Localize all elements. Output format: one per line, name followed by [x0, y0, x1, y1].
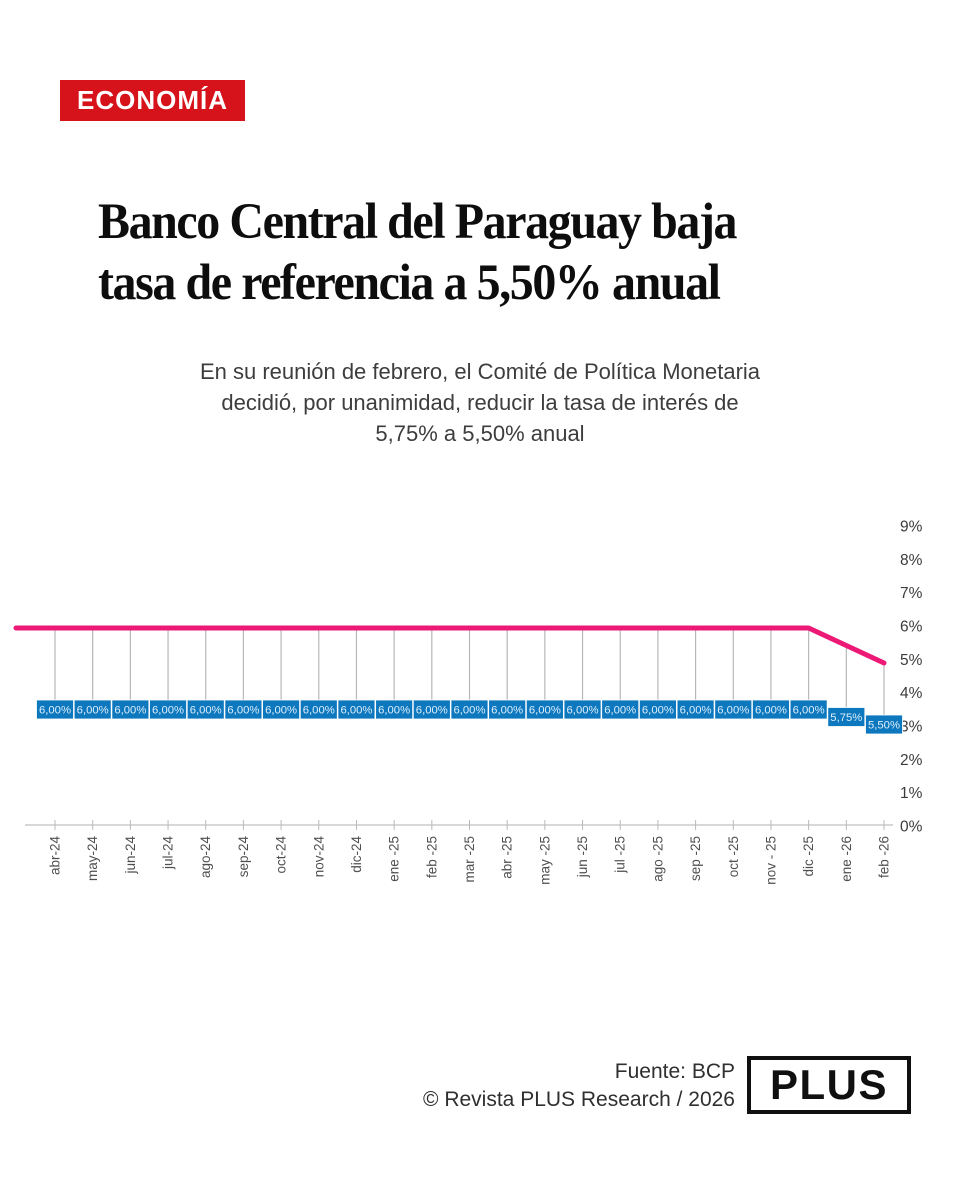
data-label: 6,00% [303, 705, 335, 717]
data-label: 6,00% [77, 705, 109, 717]
data-label: 6,00% [378, 705, 410, 717]
data-label: 5,50% [868, 720, 900, 732]
data-label-box [639, 699, 677, 720]
data-label-box [224, 699, 263, 720]
data-label-box [752, 699, 790, 720]
data-label: 6,00% [227, 705, 259, 717]
y-tick-label: 6% [900, 619, 923, 636]
y-tick-label: 2% [900, 752, 923, 769]
data-label: 6,00% [190, 705, 222, 717]
data-label-box [337, 699, 376, 720]
data-label: 6,00% [604, 705, 636, 717]
data-label-box [714, 699, 753, 720]
subtitle-line1: En su reunión de febrero, el Comité de P… [199, 359, 761, 384]
data-label-box [262, 699, 300, 720]
data-label-box [827, 707, 866, 727]
subtitle-line2: decidió, por unanimidad, reducir la tasa… [221, 390, 739, 415]
x-tick-label: feb -26 [877, 836, 892, 878]
data-label-box [149, 699, 187, 720]
data-label-box [676, 699, 715, 720]
subtitle: En su reunión de febrero, el Comité de P… [0, 356, 960, 449]
data-label-box [412, 699, 451, 720]
x-tick-label: may-24 [85, 836, 100, 882]
data-label-box [601, 699, 640, 720]
headline-line2: tasa de referencia a 5,50% anual [98, 255, 721, 311]
data-label: 6,00% [567, 705, 599, 717]
data-label-box [865, 714, 903, 735]
data-label: 6,00% [793, 705, 825, 717]
data-label-box [299, 699, 338, 720]
x-tick-label: oct -25 [726, 836, 741, 877]
data-label: 5,75% [830, 712, 862, 724]
data-label: 6,00% [642, 705, 674, 717]
chart-area: abr-24 may-24 jun-24 jul-24 ago-24 sep-24 oct-… [0, 490, 960, 930]
y-tick-label: 7% [900, 585, 923, 602]
x-tick-label: mar -25 [462, 836, 477, 883]
data-label-box [450, 699, 489, 720]
y-tick-label: 0% [900, 819, 923, 836]
x-tick-label: may -25 [537, 836, 552, 885]
data-label-box [563, 699, 602, 720]
y-tick-label: 4% [900, 685, 923, 702]
x-tick-label: jun-24 [123, 836, 138, 875]
data-label: 6,00% [265, 705, 297, 717]
category-badge: ECONOMÍA [60, 80, 245, 121]
rate-chart: abr-24 may-24 jun-24 jul-24 ago-24 sep-24 oct-… [13, 519, 923, 885]
x-tick-label: oct-24 [274, 836, 289, 874]
data-label: 6,00% [152, 705, 184, 717]
x-tick-label: jul-24 [161, 836, 176, 871]
rate-line [13, 625, 887, 666]
data-label: 6,00% [491, 705, 523, 717]
x-tick-label: ago-24 [198, 836, 213, 879]
data-label: 6,00% [114, 705, 146, 717]
x-tick-label: abr -25 [500, 836, 515, 879]
data-label-box [36, 699, 74, 720]
x-tick-label: sep -25 [688, 836, 703, 881]
x-tick-label: dic -25 [801, 836, 816, 877]
data-label: 6,00% [39, 705, 71, 717]
data-label: 6,00% [717, 705, 749, 717]
data-label: 6,00% [416, 705, 448, 717]
source-line: Fuente: BCP [614, 1060, 735, 1083]
y-tick-label: 3% [900, 719, 923, 736]
x-tick-label: ene -26 [839, 836, 854, 882]
headline-line1: Banco Central del Paraguay baja [98, 194, 737, 250]
x-tick-label: abr-24 [48, 836, 63, 876]
x-tick-label: ago -25 [650, 836, 665, 882]
headline: Banco Central del Paraguay baja tasa de … [98, 192, 737, 314]
plus-logo: PLUS [747, 1056, 911, 1114]
y-tick-label: 5% [900, 652, 923, 669]
x-tick-label: jul -25 [613, 836, 628, 874]
data-label-box [525, 699, 564, 720]
data-label: 6,00% [529, 705, 561, 717]
y-tick-label: 8% [900, 552, 923, 569]
data-label-box [375, 699, 414, 720]
credits: Fuente: BCP © Revista PLUS Research / 20… [423, 1058, 735, 1114]
data-label: 6,00% [454, 705, 486, 717]
data-label: 6,00% [680, 705, 712, 717]
data-label: 6,00% [340, 705, 372, 717]
data-label-box [488, 699, 527, 720]
x-tick-label: sep-24 [236, 836, 251, 878]
x-tick-label: feb -25 [424, 836, 439, 878]
x-tick-label: nov - 25 [763, 836, 778, 885]
y-tick-label: 9% [900, 519, 923, 536]
x-tick-label: dic-24 [349, 836, 364, 873]
data-label: 6,00% [755, 705, 787, 717]
data-label-box [111, 699, 150, 720]
y-tick-label: 1% [900, 785, 923, 802]
data-label-box [186, 699, 225, 720]
data-label-box [73, 699, 112, 720]
x-tick-label: nov-24 [311, 836, 326, 878]
x-tick-label: ene -25 [387, 836, 402, 882]
subtitle-line3: 5,75% a 5,50% anual [375, 421, 585, 446]
data-label-box [789, 699, 828, 720]
x-tick-label: jun -25 [575, 836, 590, 878]
copyright-line: © Revista PLUS Research / 2026 [423, 1088, 735, 1111]
